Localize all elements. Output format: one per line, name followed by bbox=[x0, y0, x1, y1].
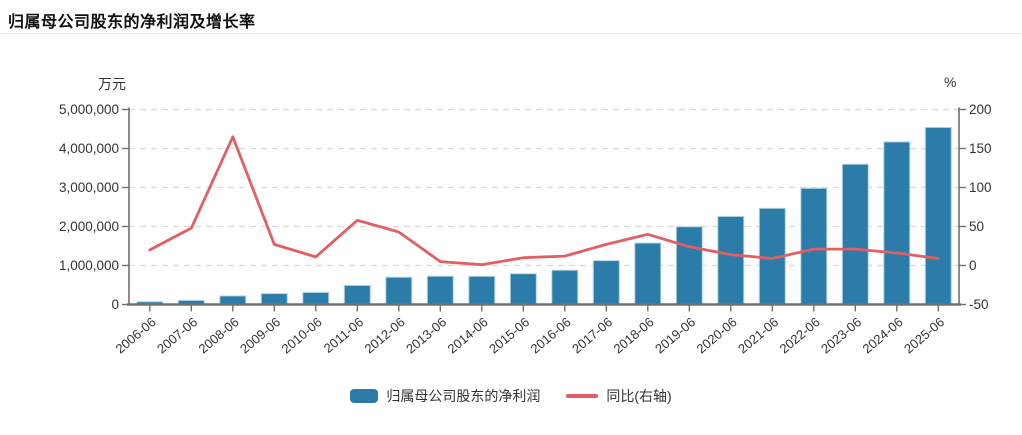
x-tick-label: 2008-06 bbox=[195, 314, 241, 356]
bar[interactable] bbox=[883, 141, 911, 305]
x-tick-label: 2023-06 bbox=[818, 314, 864, 356]
chart-legend: 归属母公司股东的净利润 同比(右轴) bbox=[0, 386, 1022, 406]
title-divider bbox=[0, 33, 1022, 34]
bar-series-label: 归属母公司股东的净利润 bbox=[386, 388, 541, 404]
bar-series-swatch bbox=[350, 389, 379, 403]
x-tick-label: 2009-06 bbox=[237, 314, 283, 356]
bar[interactable] bbox=[426, 275, 454, 306]
left-tick-label: 0 bbox=[111, 297, 119, 312]
left-tick-label: 5,000,000 bbox=[59, 102, 119, 117]
bar[interactable] bbox=[343, 284, 371, 305]
x-tick-label: 2013-06 bbox=[403, 314, 449, 356]
right-tick-label: 200 bbox=[969, 102, 992, 117]
legend-item-yoy[interactable]: 同比(右轴) bbox=[566, 386, 672, 406]
left-axis-unit-label: 万元 bbox=[98, 76, 126, 92]
line-series-swatch bbox=[566, 394, 599, 398]
bar[interactable] bbox=[551, 269, 579, 306]
legend-item-net-profit[interactable]: 归属母公司股东的净利润 bbox=[350, 386, 540, 406]
left-tick-label: 4,000,000 bbox=[59, 141, 119, 156]
right-tick-label: 50 bbox=[969, 219, 984, 234]
bar[interactable] bbox=[260, 293, 288, 306]
bar[interactable] bbox=[841, 163, 869, 305]
right-tick-label: -50 bbox=[969, 297, 989, 312]
yoy-growth-line[interactable] bbox=[148, 135, 940, 267]
bar[interactable] bbox=[302, 291, 330, 305]
x-tick-label: 2020-06 bbox=[693, 314, 739, 356]
chart-title: 归属母公司股东的净利润及增长率 bbox=[8, 14, 256, 31]
x-tick-label: 2012-06 bbox=[361, 314, 407, 356]
bar[interactable] bbox=[717, 215, 745, 305]
bar[interactable] bbox=[592, 260, 620, 306]
right-axis-unit-label: % bbox=[944, 74, 957, 90]
x-tick-label: 2025-06 bbox=[901, 314, 947, 356]
x-tick-label: 2022-06 bbox=[776, 314, 822, 356]
bar[interactable] bbox=[800, 187, 828, 305]
left-tick-label: 2,000,000 bbox=[59, 219, 119, 234]
x-tick-label: 2014-06 bbox=[444, 314, 490, 356]
x-tick-label: 2015-06 bbox=[486, 314, 532, 356]
x-tick-label: 2010-06 bbox=[278, 314, 324, 356]
bar[interactable] bbox=[509, 273, 537, 306]
x-tick-label: 2006-06 bbox=[112, 314, 158, 356]
x-tick-label: 2011-06 bbox=[321, 314, 366, 356]
bar[interactable] bbox=[675, 226, 703, 305]
x-tick-label: 2017-06 bbox=[569, 314, 615, 356]
x-tick-label: 2024-06 bbox=[859, 314, 905, 356]
bar[interactable] bbox=[924, 126, 952, 306]
x-tick-label: 2018-06 bbox=[610, 314, 656, 356]
bar[interactable] bbox=[468, 275, 496, 305]
x-tick-label: 2007-06 bbox=[154, 314, 200, 356]
line-series-label: 同比(右轴) bbox=[606, 388, 672, 404]
bar[interactable] bbox=[634, 242, 662, 305]
right-tick-label: 100 bbox=[969, 180, 992, 195]
left-tick-label: 3,000,000 bbox=[59, 180, 119, 195]
bar[interactable] bbox=[385, 276, 413, 306]
right-tick-label: 150 bbox=[969, 141, 992, 156]
left-tick-label: 1,000,000 bbox=[59, 258, 119, 273]
right-tick-label: 0 bbox=[969, 258, 977, 273]
x-tick-label: 2019-06 bbox=[652, 314, 698, 356]
x-tick-label: 2021-06 bbox=[735, 314, 781, 356]
x-tick-label: 2016-06 bbox=[527, 314, 573, 356]
